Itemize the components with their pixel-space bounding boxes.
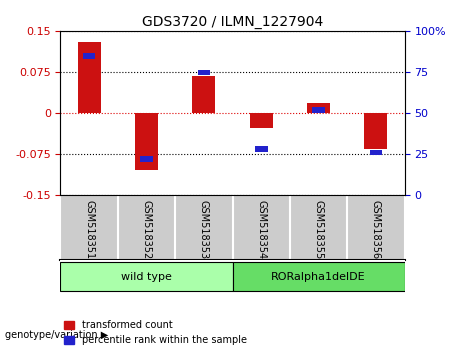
Bar <box>135 113 158 170</box>
Text: RORalpha1delDE: RORalpha1delDE <box>271 272 366 282</box>
Bar <box>365 113 387 149</box>
Bar <box>370 150 382 155</box>
Bar <box>78 42 100 113</box>
Text: wild type: wild type <box>121 272 172 282</box>
Bar <box>140 156 153 162</box>
Legend: transformed count, percentile rank within the sample: transformed count, percentile rank withi… <box>60 316 250 349</box>
Text: GSM518351: GSM518351 <box>84 200 94 259</box>
Text: GSM518354: GSM518354 <box>256 200 266 259</box>
Text: GSM518355: GSM518355 <box>313 200 324 259</box>
Text: GSM518352: GSM518352 <box>142 200 152 259</box>
Text: GSM518356: GSM518356 <box>371 200 381 259</box>
Bar <box>232 262 405 291</box>
Bar <box>83 53 95 59</box>
Bar <box>250 113 273 129</box>
Bar <box>192 76 215 113</box>
Bar <box>60 262 232 291</box>
Text: genotype/variation ▶: genotype/variation ▶ <box>5 330 108 339</box>
Bar <box>198 69 210 75</box>
Bar <box>312 107 325 113</box>
Bar <box>255 147 267 152</box>
Text: GSM518353: GSM518353 <box>199 200 209 259</box>
Title: GDS3720 / ILMN_1227904: GDS3720 / ILMN_1227904 <box>142 15 323 29</box>
Bar <box>307 103 330 113</box>
